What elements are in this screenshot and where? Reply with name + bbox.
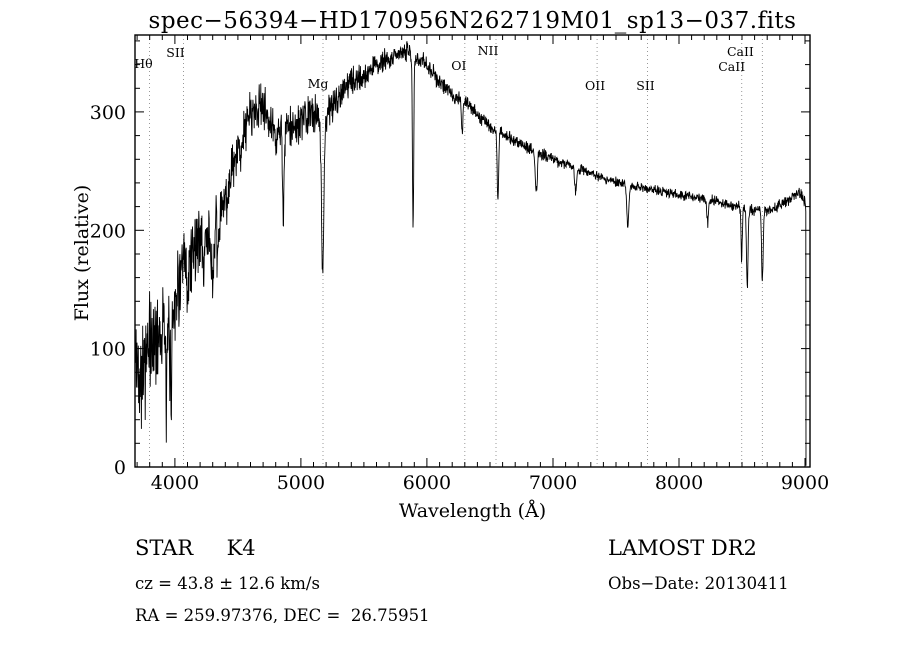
cz-text: cz = 43.8 ± 12.6 km/s bbox=[135, 574, 320, 593]
x-axis-label: Wavelength (Å) bbox=[398, 500, 547, 522]
y-tick-label: 100 bbox=[90, 339, 126, 361]
spectrum-line bbox=[135, 41, 807, 466]
marker-label-NII: NII bbox=[478, 43, 499, 58]
x-tick-label: 8000 bbox=[655, 472, 703, 494]
marker-label-CaII: CaII bbox=[718, 59, 745, 74]
y-tick-label: 300 bbox=[90, 102, 126, 124]
x-tick-label: 6000 bbox=[403, 472, 451, 494]
obs-date-text: Obs−Date: 20130411 bbox=[608, 574, 789, 593]
y-tick-label: 200 bbox=[90, 220, 126, 242]
plot-frame bbox=[134, 34, 811, 468]
marker-label-SII: SII bbox=[636, 78, 655, 93]
marker-label-Mg: Mg bbox=[308, 76, 329, 91]
marker-label-OII: OII bbox=[585, 78, 605, 93]
marker-label-SII: SII bbox=[166, 45, 185, 60]
x-tick-label: 9000 bbox=[781, 472, 829, 494]
x-tick-label: 5000 bbox=[277, 472, 325, 494]
y-tick-label: 0 bbox=[114, 457, 126, 479]
radec-text: RA = 259.97376, DEC = 26.75951 bbox=[135, 606, 430, 625]
marker-label-CaII: CaII bbox=[727, 44, 754, 59]
marker-label-OI: OI bbox=[451, 58, 466, 73]
marker-label-Hθ: Hθ bbox=[134, 56, 152, 71]
page-title: spec−56394−HD170956N262719M01_sp13−037.f… bbox=[148, 8, 797, 34]
survey-text: LAMOST DR2 bbox=[608, 536, 757, 560]
star-class-text: STAR K4 bbox=[135, 536, 256, 560]
x-tick-label: 4000 bbox=[151, 472, 199, 494]
y-axis-label: Flux (relative) bbox=[71, 184, 93, 322]
x-tick-label: 7000 bbox=[529, 472, 577, 494]
